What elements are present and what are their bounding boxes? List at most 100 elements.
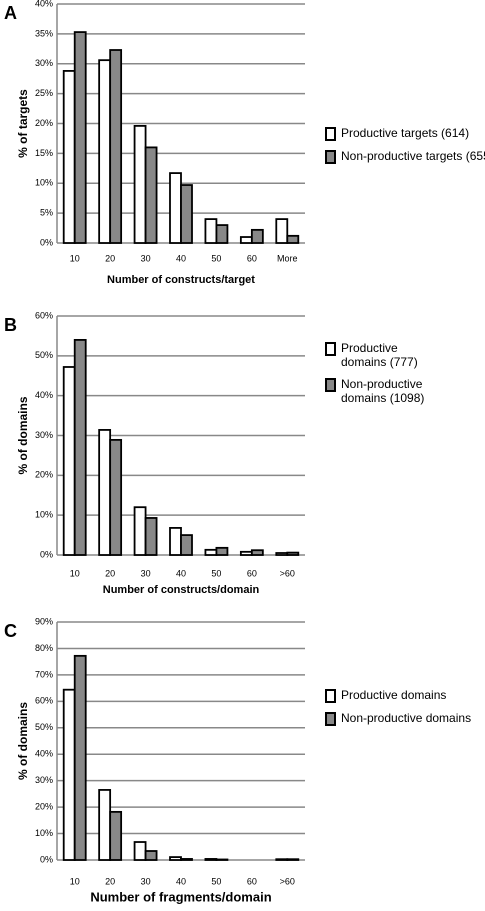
- bar: [204, 858, 218, 861]
- bar: [215, 546, 229, 556]
- x-tick-label: 60: [247, 253, 257, 263]
- bar: [286, 858, 300, 861]
- y-tick-label: 0%: [40, 854, 53, 864]
- y-tick-label: 10%: [35, 828, 53, 838]
- x-tick-label: 40: [176, 253, 186, 263]
- bar: [286, 234, 300, 244]
- y-tick-label: 60%: [35, 310, 53, 320]
- x-tick-label: 50: [211, 876, 221, 886]
- legend-item: Productive targets (614): [325, 126, 485, 141]
- bar: [62, 366, 76, 556]
- legend-swatch: [325, 342, 336, 356]
- bar: [109, 810, 123, 861]
- bar: [215, 224, 229, 244]
- bar: [144, 850, 158, 861]
- x-tick-label: 40: [176, 568, 186, 578]
- y-axis-label: % of domains: [16, 702, 30, 780]
- bar: [204, 218, 218, 244]
- y-tick-label: 40%: [35, 749, 53, 759]
- y-tick-label: 5%: [40, 208, 53, 218]
- bar: [286, 551, 300, 556]
- bar: [109, 438, 123, 556]
- bar: [204, 548, 218, 556]
- y-tick-label: 80%: [35, 643, 53, 653]
- x-tick-label: >60: [280, 876, 295, 886]
- y-tick-label: 90%: [35, 616, 53, 626]
- x-axis-label: Number of constructs/domain: [103, 584, 260, 596]
- y-tick-label: 25%: [35, 88, 53, 98]
- bar: [98, 789, 112, 861]
- x-tick-label: 20: [105, 253, 115, 263]
- legend-item: Non-productive domains: [325, 711, 485, 726]
- x-tick-label: More: [277, 253, 298, 263]
- panel-label: C: [4, 621, 17, 641]
- legend-item: Non-productive domains (1098): [325, 377, 425, 405]
- bar: [169, 856, 182, 861]
- bar: [133, 506, 147, 556]
- bar: [215, 858, 229, 861]
- y-tick-label: 30%: [35, 775, 53, 785]
- x-tick-label: 50: [211, 568, 221, 578]
- legend-label: Productive targets (614): [341, 126, 470, 140]
- x-tick-label: 30: [141, 876, 151, 886]
- bar: [275, 552, 289, 556]
- bar: [250, 228, 264, 244]
- bar: [169, 527, 182, 556]
- x-tick-label: 10: [70, 568, 80, 578]
- bar: [180, 858, 193, 861]
- bar: [275, 858, 289, 861]
- y-tick-label: 40%: [35, 0, 53, 8]
- bar: [73, 338, 87, 556]
- legend-label: Productive domains (777): [341, 341, 418, 369]
- y-tick-label: 50%: [35, 350, 53, 360]
- x-axis-label: Number of constructs/target: [107, 274, 255, 286]
- bar: [169, 172, 182, 244]
- legend-swatch: [325, 689, 336, 703]
- y-tick-label: 0%: [40, 549, 53, 559]
- x-tick-label: 50: [211, 253, 221, 263]
- bar: [73, 654, 87, 861]
- legend-swatch: [325, 150, 336, 164]
- x-tick-label: 10: [70, 876, 80, 886]
- y-tick-label: 40%: [35, 390, 53, 400]
- bar: [180, 184, 193, 244]
- x-tick-label: 40: [176, 876, 186, 886]
- panel-label: B: [4, 315, 17, 335]
- y-tick-label: 20%: [35, 118, 53, 128]
- y-axis-label: % of targets: [16, 89, 30, 158]
- y-tick-label: 10%: [35, 178, 53, 188]
- y-tick-label: 0%: [40, 237, 53, 247]
- legend-swatch: [325, 378, 336, 392]
- y-tick-label: 35%: [35, 28, 53, 38]
- bar: [180, 534, 193, 556]
- y-tick-label: 20%: [35, 470, 53, 480]
- bar: [144, 146, 158, 244]
- y-axis-label: % of domains: [16, 396, 30, 474]
- y-tick-label: 50%: [35, 722, 53, 732]
- y-tick-label: 10%: [35, 510, 53, 520]
- legend-label: Productive domains: [341, 688, 447, 702]
- bar: [98, 429, 112, 556]
- y-tick-label: 60%: [35, 696, 53, 706]
- y-tick-label: 15%: [35, 148, 53, 158]
- legend-item: Productive domains: [325, 688, 485, 703]
- legend: Productive domains (777) Non-productive d…: [325, 341, 425, 413]
- bar: [239, 236, 253, 244]
- x-axis-label: Number of fragments/domain: [90, 889, 271, 904]
- legend-swatch: [325, 712, 336, 726]
- legend-swatch: [325, 127, 336, 141]
- bar: [239, 550, 253, 556]
- bar: [133, 841, 147, 861]
- legend: Productive domains Non-productive domains: [325, 688, 485, 734]
- legend: Productive targets (614) Non-productive t…: [325, 126, 485, 172]
- bar: [133, 124, 147, 244]
- bar: [62, 688, 76, 861]
- legend-item: Non-productive targets (655): [325, 149, 485, 164]
- bar: [98, 59, 112, 244]
- bar: [62, 70, 76, 244]
- x-tick-label: 60: [247, 876, 257, 886]
- y-tick-label: 70%: [35, 669, 53, 679]
- x-tick-label: 20: [105, 876, 115, 886]
